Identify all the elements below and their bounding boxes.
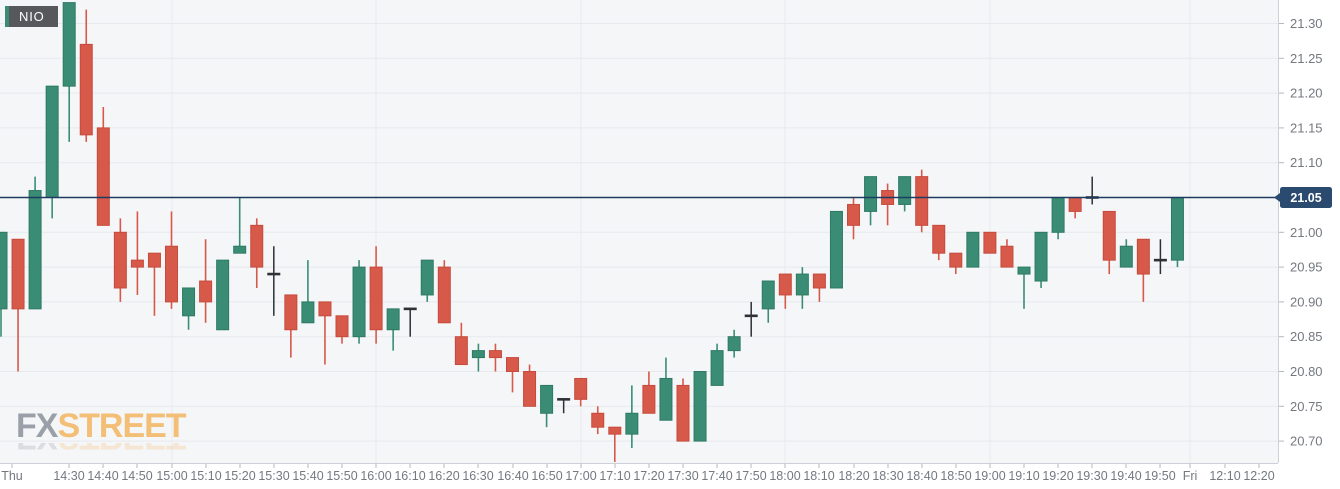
svg-text:18:50: 18:50 — [940, 469, 971, 483]
svg-text:19:50: 19:50 — [1144, 469, 1175, 483]
svg-text:19:10: 19:10 — [1008, 469, 1039, 483]
svg-text:12:20: 12:20 — [1243, 469, 1274, 483]
svg-text:21.05: 21.05 — [1290, 191, 1321, 205]
svg-text:20.95: 20.95 — [1290, 260, 1323, 275]
svg-text:15:50: 15:50 — [326, 469, 357, 483]
svg-text:19:20: 19:20 — [1042, 469, 1073, 483]
svg-text:21.30: 21.30 — [1290, 16, 1323, 31]
svg-text:17:20: 17:20 — [633, 469, 664, 483]
svg-text:17:50: 17:50 — [735, 469, 766, 483]
svg-text:12:10: 12:10 — [1209, 469, 1240, 483]
svg-text:18:30: 18:30 — [872, 469, 903, 483]
svg-text:16:20: 16:20 — [428, 469, 459, 483]
svg-text:20.85: 20.85 — [1290, 329, 1323, 344]
plot-area[interactable] — [0, 0, 1278, 463]
watermark-fx: FX — [16, 407, 58, 445]
svg-text:15:10: 15:10 — [190, 469, 221, 483]
svg-text:21.25: 21.25 — [1290, 51, 1323, 66]
svg-text:21.00: 21.00 — [1290, 225, 1323, 240]
legend-accent-bar — [5, 6, 9, 27]
svg-text:14:30: 14:30 — [53, 469, 84, 483]
svg-text:14:50: 14:50 — [121, 469, 152, 483]
svg-text:17:10: 17:10 — [599, 469, 630, 483]
watermark-street: STREET — [57, 407, 186, 445]
svg-text:20.80: 20.80 — [1290, 364, 1323, 379]
svg-text:19:30: 19:30 — [1076, 469, 1107, 483]
svg-text:21.15: 21.15 — [1290, 120, 1323, 135]
svg-text:18:00: 18:00 — [769, 469, 800, 483]
svg-text:15:30: 15:30 — [258, 469, 289, 483]
watermark-text: FXSTREET — [16, 407, 187, 445]
svg-text:17:00: 17:00 — [565, 469, 596, 483]
svg-text:20.90: 20.90 — [1290, 294, 1323, 309]
svg-text:18:10: 18:10 — [803, 469, 834, 483]
svg-text:15:40: 15:40 — [292, 469, 323, 483]
svg-text:16:10: 16:10 — [394, 469, 425, 483]
time-axis[interactable]: Thu 14:30 14:40 14:50 15:00 15:10 15:20 15:30 15… — [1, 464, 1275, 483]
symbol-legend[interactable]: NIO — [5, 6, 58, 27]
fxstreet-watermark: FXSTREET FXSTREET — [16, 407, 187, 454]
symbol-label: NIO — [19, 9, 45, 24]
svg-text:Thu: Thu — [1, 469, 23, 483]
svg-text:20.75: 20.75 — [1290, 399, 1323, 414]
candles — [0, 2, 1184, 462]
svg-text:18:40: 18:40 — [906, 469, 937, 483]
svg-text:17:30: 17:30 — [667, 469, 698, 483]
watermark-reflection: FXSTREET — [16, 443, 186, 454]
svg-text:18:20: 18:20 — [838, 469, 869, 483]
svg-text:19:00: 19:00 — [974, 469, 1005, 483]
price-axis[interactable]: 21.30 21.25 21.20 21.15 21.10 21.05 21.00 20.95… — [1279, 16, 1323, 449]
svg-text:16:00: 16:00 — [360, 469, 391, 483]
svg-text:16:50: 16:50 — [531, 469, 562, 483]
svg-text:20.70: 20.70 — [1290, 434, 1323, 449]
svg-text:21.20: 21.20 — [1290, 86, 1323, 101]
svg-text:16:30: 16:30 — [462, 469, 493, 483]
svg-text:21.10: 21.10 — [1290, 155, 1323, 170]
svg-text:15:20: 15:20 — [224, 469, 255, 483]
svg-text:19:40: 19:40 — [1110, 469, 1141, 483]
svg-text:17:40: 17:40 — [701, 469, 732, 483]
svg-text:14:40: 14:40 — [87, 469, 118, 483]
current-price-tag: 21.05 — [1274, 187, 1332, 208]
svg-text:16:40: 16:40 — [497, 469, 528, 483]
svg-text:Fri: Fri — [1183, 469, 1198, 483]
svg-text:15:00: 15:00 — [156, 469, 187, 483]
